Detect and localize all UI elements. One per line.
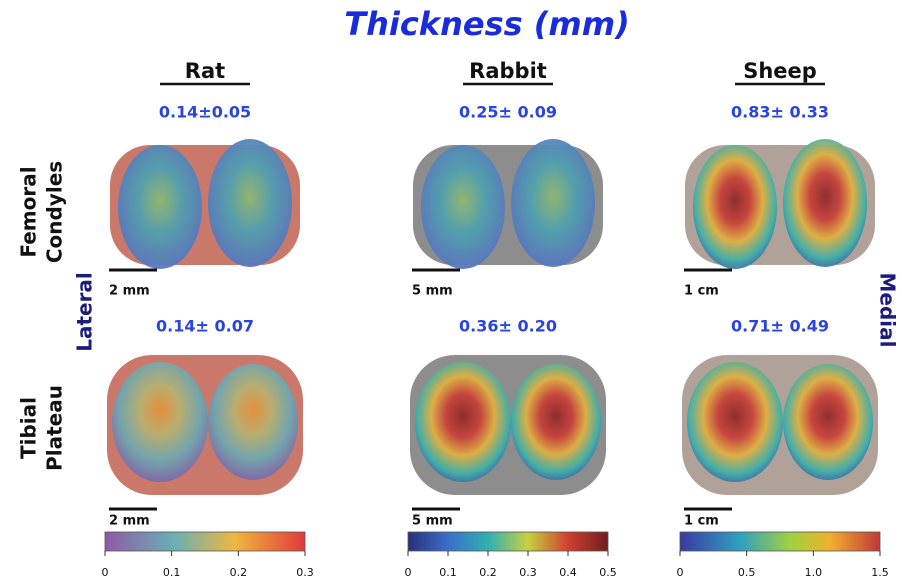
thickness-value: 0.36± 0.20	[459, 317, 557, 336]
colorbar-tick-label: 0.2	[479, 566, 497, 579]
figure-title: Thickness (mm)	[344, 5, 629, 43]
colorbar-tick-label: 0.2	[230, 566, 248, 579]
colorbar-tick-label: 0.4	[559, 566, 577, 579]
thickness-map	[511, 364, 601, 480]
column-header: Rat	[185, 59, 225, 83]
scale-label: 2 mm	[109, 514, 150, 529]
colorbar	[680, 532, 880, 551]
colorbar-tick-label: 0.1	[439, 566, 457, 579]
thickness-value: 0.14±0.05	[159, 103, 251, 122]
colorbar	[408, 532, 608, 551]
column-header: Rabbit	[469, 59, 547, 83]
thickness-value: 0.14± 0.07	[156, 317, 254, 336]
thickness-map	[118, 145, 202, 269]
thickness-map	[783, 364, 873, 480]
row-label: Femoral	[17, 166, 41, 257]
thickness-value: 0.83± 0.33	[731, 103, 829, 122]
column-header: Sheep	[743, 59, 817, 83]
thickness-map	[687, 362, 783, 482]
scale-label: 1 cm	[684, 514, 719, 529]
colorbar-tick-label: 0	[405, 566, 412, 579]
thickness-map	[208, 139, 292, 267]
colorbar-tick-label: 0.5	[738, 566, 756, 579]
colorbar	[105, 532, 305, 551]
row-label: Condyles	[43, 161, 67, 263]
row-label: Tibial	[17, 397, 41, 459]
scale-label: 2 mm	[109, 284, 150, 299]
side-label: Lateral	[73, 272, 97, 352]
colorbar-tick-label: 0	[102, 566, 109, 579]
thickness-map	[511, 139, 595, 267]
colorbar-tick-label: 0.3	[519, 566, 537, 579]
colorbar-tick-label: 0.5	[599, 566, 617, 579]
scale-label: 5 mm	[412, 514, 453, 529]
thickness-map	[112, 362, 208, 482]
thickness-value: 0.25± 0.09	[459, 103, 557, 122]
colorbar-tick-label: 1.5	[871, 566, 889, 579]
colorbar-tick-label: 0.1	[163, 566, 181, 579]
colorbar-tick-label: 0.3	[296, 566, 314, 579]
row-label: Plateau	[43, 385, 67, 471]
thickness-value: 0.71± 0.49	[731, 317, 829, 336]
thickness-map	[415, 362, 511, 482]
side-label: Medial	[876, 273, 900, 348]
colorbar-tick-label: 1.0	[805, 566, 823, 579]
scale-label: 1 cm	[684, 284, 719, 299]
figure: Thickness (mm) Lateral Medial FemoralCon…	[0, 0, 902, 586]
thickness-map	[693, 145, 777, 269]
colorbar-tick-label: 0	[677, 566, 684, 579]
scale-label: 5 mm	[412, 284, 453, 299]
thickness-map	[783, 139, 867, 267]
thickness-map	[208, 364, 298, 480]
thickness-map	[421, 145, 505, 269]
